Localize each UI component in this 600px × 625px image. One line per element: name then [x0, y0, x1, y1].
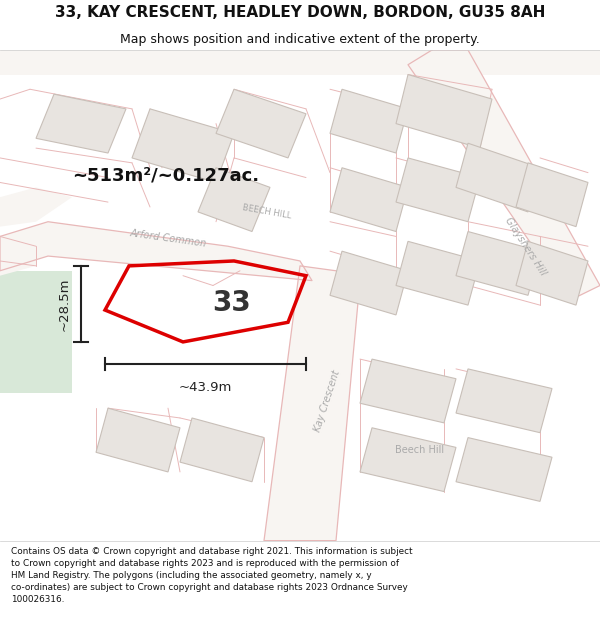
Polygon shape — [0, 236, 36, 276]
Text: ~513m²/~0.127ac.: ~513m²/~0.127ac. — [72, 166, 259, 184]
Polygon shape — [456, 369, 552, 432]
Polygon shape — [456, 143, 540, 212]
Polygon shape — [216, 89, 306, 158]
Text: Contains OS data © Crown copyright and database right 2021. This information is : Contains OS data © Crown copyright and d… — [11, 548, 412, 604]
Polygon shape — [396, 74, 492, 148]
Polygon shape — [0, 222, 312, 281]
Polygon shape — [36, 94, 126, 153]
Text: ~43.9m: ~43.9m — [179, 381, 232, 394]
Polygon shape — [456, 231, 540, 295]
Polygon shape — [396, 241, 480, 305]
Polygon shape — [180, 418, 264, 482]
Text: 33, KAY CRESCENT, HEADLEY DOWN, BORDON, GU35 8AH: 33, KAY CRESCENT, HEADLEY DOWN, BORDON, … — [55, 5, 545, 20]
Polygon shape — [0, 50, 600, 74]
Text: 33: 33 — [212, 289, 251, 318]
Text: Glayshers Hill: Glayshers Hill — [503, 216, 547, 277]
Polygon shape — [396, 158, 480, 222]
Polygon shape — [132, 109, 234, 182]
Polygon shape — [516, 241, 588, 305]
Polygon shape — [360, 359, 456, 423]
Text: Arford Common: Arford Common — [129, 229, 207, 249]
Text: Beech Hill: Beech Hill — [395, 445, 445, 455]
Polygon shape — [408, 50, 600, 300]
Text: Kay Crescent: Kay Crescent — [313, 369, 341, 433]
Text: BEECH HILL: BEECH HILL — [242, 203, 292, 221]
Polygon shape — [360, 428, 456, 491]
Polygon shape — [198, 168, 270, 231]
Polygon shape — [96, 408, 180, 472]
Polygon shape — [264, 266, 360, 541]
Text: Map shows position and indicative extent of the property.: Map shows position and indicative extent… — [120, 32, 480, 46]
Polygon shape — [330, 168, 408, 231]
Polygon shape — [330, 251, 408, 315]
Polygon shape — [330, 89, 408, 153]
Polygon shape — [0, 188, 72, 227]
Polygon shape — [456, 438, 552, 501]
Text: ~28.5m: ~28.5m — [57, 277, 70, 331]
Polygon shape — [0, 271, 72, 394]
Polygon shape — [516, 163, 588, 227]
